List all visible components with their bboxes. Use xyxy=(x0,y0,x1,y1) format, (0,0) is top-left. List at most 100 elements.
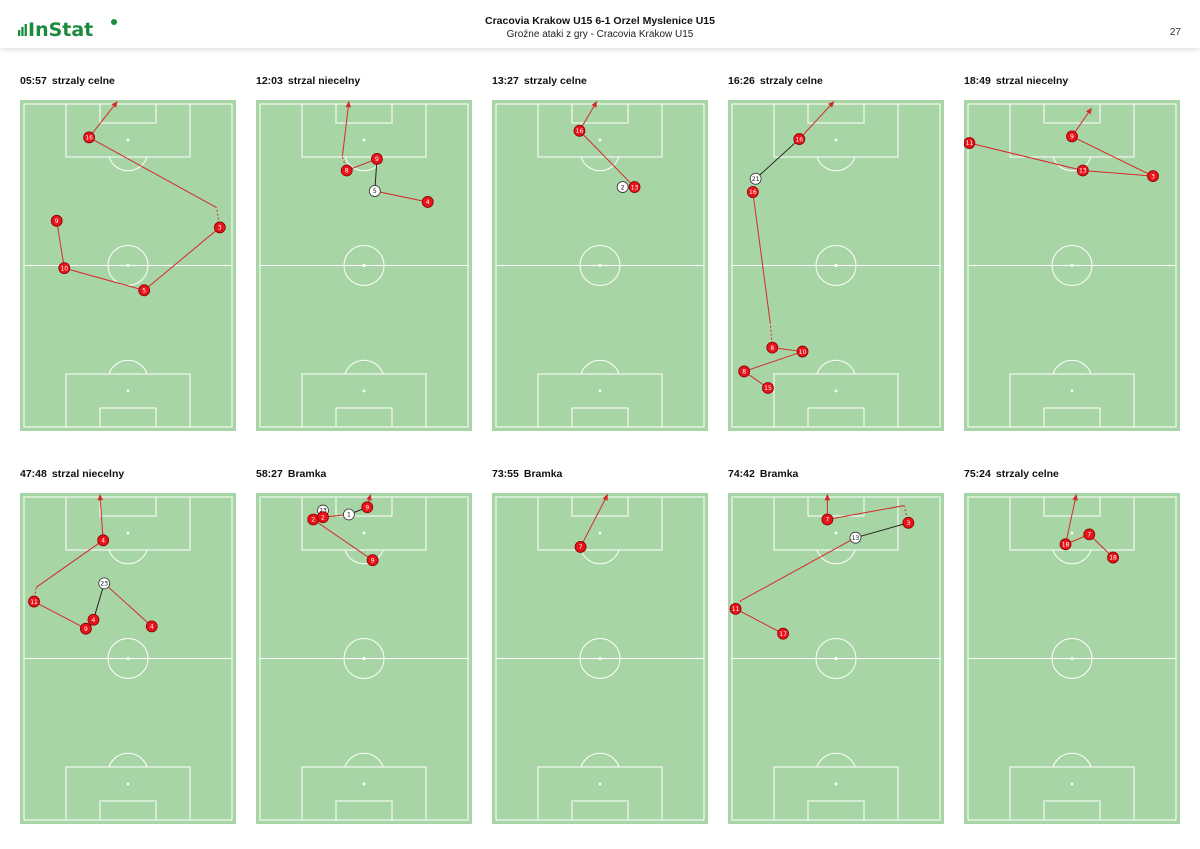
pass-line xyxy=(64,267,145,291)
logo-text: InStat xyxy=(28,19,93,39)
attack-pitch: 7 xyxy=(492,493,708,824)
pitch-spots xyxy=(362,531,366,786)
pitch-lines xyxy=(731,103,941,428)
attack-result: strzal niecelny xyxy=(995,75,1069,87)
pitch-spots xyxy=(126,531,130,786)
player-number: 13 xyxy=(631,184,639,191)
shot-line xyxy=(580,494,609,548)
player-number: 11 xyxy=(732,606,740,613)
attack-time: 74:42 xyxy=(728,468,755,480)
player-marker: 17 xyxy=(777,627,789,640)
shot-line xyxy=(341,100,352,157)
pitch-spots xyxy=(362,138,366,393)
player-number: 1 xyxy=(347,512,351,519)
player-marker: 8 xyxy=(738,365,751,378)
player-number: 16 xyxy=(749,189,757,196)
player-number: 2 xyxy=(311,517,315,524)
player-number: 9 xyxy=(375,156,379,163)
pass-line xyxy=(103,582,153,627)
player-marker: 16 xyxy=(83,131,96,144)
player-number: 21 xyxy=(752,176,760,183)
player-number: 8 xyxy=(345,168,349,175)
player-marker: 7 xyxy=(1083,528,1096,541)
pitch-spots xyxy=(126,138,130,393)
player-number: 9 xyxy=(365,504,369,511)
pitch-lines xyxy=(731,496,941,821)
player-marker: 11 xyxy=(28,595,40,608)
player-number: 8 xyxy=(770,345,774,352)
pass-line xyxy=(740,537,856,602)
attack-label: 16:26 strzaly celne xyxy=(728,75,823,87)
attack-result: Bramka xyxy=(759,468,799,480)
player-number: 9 xyxy=(371,557,375,564)
carry-line xyxy=(341,156,348,171)
pass-line xyxy=(88,136,217,209)
attack-label: 05:57 strzaly celne xyxy=(20,75,115,87)
opponent-marker: 13 xyxy=(849,531,862,544)
attack-pitch: 7 18 18 xyxy=(964,493,1180,824)
attack-label: 12:03 strzal niecelny xyxy=(256,75,360,87)
player-marker: 9 xyxy=(366,554,379,567)
player-number: 16 xyxy=(85,135,93,142)
attack-label: 73:55 Bramka xyxy=(492,468,562,480)
shot-line xyxy=(97,493,104,541)
attack-result: Bramka xyxy=(523,468,563,480)
pass-line xyxy=(579,130,635,188)
player-marker: 9 xyxy=(371,153,383,165)
attack-time: 05:57 xyxy=(20,75,47,87)
pass-line xyxy=(735,608,784,635)
player-marker: 11 xyxy=(729,602,742,615)
pitch-lines xyxy=(495,103,705,428)
player-number: 4 xyxy=(101,538,105,545)
player-marker: 3 xyxy=(213,221,226,234)
player-number: 11 xyxy=(30,599,38,606)
player-marker: 18 xyxy=(1059,538,1072,551)
player-marker: 16 xyxy=(573,124,586,137)
player-marker: 9 xyxy=(50,214,63,227)
pitch-lines xyxy=(967,103,1177,428)
attack-pitch: 11 9 13 3 xyxy=(964,100,1180,431)
player-number: 9 xyxy=(1070,134,1074,141)
attack-paths xyxy=(969,107,1154,177)
player-marker: 3 xyxy=(902,516,915,529)
player-number: 4 xyxy=(92,617,96,624)
opponent-touch-line xyxy=(855,522,909,539)
attack-label: 58:27 Bramka xyxy=(256,468,326,480)
attack-time: 47:48 xyxy=(20,468,47,480)
attack-result: strzal niecelny xyxy=(51,468,125,480)
player-number: 9 xyxy=(55,218,59,225)
player-marker: 11 xyxy=(964,137,976,149)
attack-pitch: 9 8 5 4 xyxy=(256,100,472,431)
player-marker: 4 xyxy=(97,534,110,547)
player-number: 10 xyxy=(60,265,68,272)
attack-paths xyxy=(56,101,221,291)
attack-time: 13:27 xyxy=(492,75,519,87)
player-number: 23 xyxy=(100,581,108,588)
report-subtitle: Groźne ataki z gry - Cracovia Krakow U15 xyxy=(506,29,694,40)
player-number: 11 xyxy=(966,140,974,147)
player-number: 8 xyxy=(742,369,746,376)
pitch-lines xyxy=(259,496,469,821)
player-number: 16 xyxy=(795,136,803,143)
pass-line xyxy=(33,601,87,630)
player-marker: 9 xyxy=(1066,130,1078,143)
pitch-spots xyxy=(834,138,838,393)
opponent-touch-line xyxy=(755,138,800,180)
player-number: 7 xyxy=(825,517,829,524)
attack-pitch: 7 3 13 11 17 xyxy=(728,493,944,824)
player-number: 13 xyxy=(852,535,860,542)
player-number: 18 xyxy=(1062,542,1070,549)
player-marker: 18 xyxy=(1107,551,1119,564)
player-number: 3 xyxy=(906,520,910,527)
attack-time: 16:26 xyxy=(728,75,755,87)
player-marker: 7 xyxy=(821,513,834,526)
attack-label: 47:48 strzal niecelny xyxy=(20,468,124,480)
player-marker: 16 xyxy=(793,133,806,145)
match-title: Cracovia Krakow U15 6-1 Orzel Myslenice … xyxy=(485,15,715,27)
player-number: 2 xyxy=(621,184,625,191)
pitch-spots xyxy=(1070,531,1074,786)
player-number: 13 xyxy=(1079,168,1087,175)
opponent-marker: 5 xyxy=(368,185,381,197)
instat-logo: InStat xyxy=(18,17,122,44)
attack-result: strzaly celne xyxy=(51,75,115,87)
